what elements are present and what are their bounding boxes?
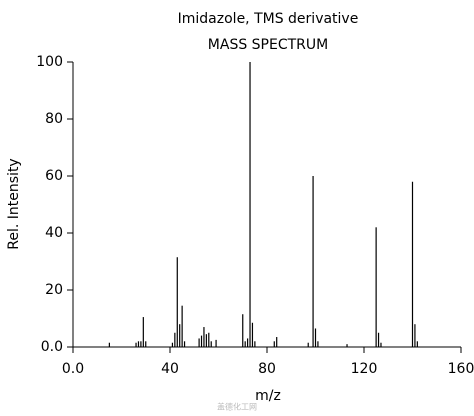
y-tick-label: 0.0 xyxy=(41,339,63,355)
y-tick-label: 100 xyxy=(36,54,63,70)
chart-subtitle: MASS SPECTRUM xyxy=(208,37,328,53)
y-tick-label: 80 xyxy=(45,111,63,127)
y-tick-label: 20 xyxy=(45,282,63,298)
x-axis-label: m/z xyxy=(255,388,281,404)
chart-title: Imidazole, TMS derivative xyxy=(178,11,359,27)
y-tick-label: 40 xyxy=(45,225,63,241)
x-tick-label: 40 xyxy=(161,361,179,377)
watermark: 盖德化工网 xyxy=(217,402,257,412)
y-tick-label: 60 xyxy=(45,168,63,184)
x-tick-label: 160 xyxy=(448,361,474,377)
x-tick-label: 0.0 xyxy=(62,361,84,377)
x-tick-label: 120 xyxy=(351,361,378,377)
y-axis-label: Rel. Intensity xyxy=(6,158,22,249)
x-tick-label: 80 xyxy=(258,361,276,377)
